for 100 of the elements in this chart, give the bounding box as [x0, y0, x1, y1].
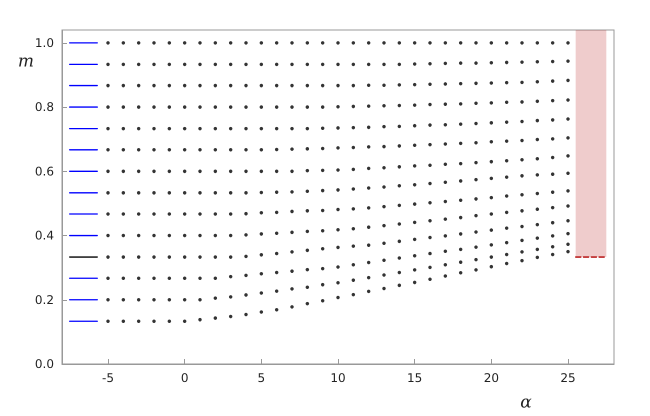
point [228, 105, 232, 109]
point [566, 219, 570, 223]
point [168, 62, 172, 66]
point [136, 41, 140, 45]
point [228, 274, 232, 278]
point [566, 189, 570, 193]
point [398, 184, 402, 188]
point [214, 296, 218, 300]
point [428, 163, 432, 167]
point [136, 234, 140, 238]
point [352, 278, 356, 282]
point [412, 144, 416, 148]
point [336, 281, 340, 284]
point [444, 162, 448, 166]
point [306, 126, 310, 130]
point [444, 200, 448, 204]
point [198, 276, 202, 280]
point [152, 298, 156, 302]
point [550, 41, 554, 45]
point [352, 168, 356, 172]
point [566, 154, 570, 158]
point [136, 148, 140, 152]
point [550, 234, 554, 238]
point [214, 41, 218, 45]
point [122, 105, 126, 109]
point [260, 272, 264, 276]
point [366, 41, 370, 45]
point [366, 83, 370, 87]
point [504, 120, 508, 124]
point [214, 191, 218, 195]
point [306, 248, 310, 252]
point [274, 105, 278, 109]
point [398, 104, 402, 108]
point [550, 60, 554, 64]
point [260, 62, 264, 66]
point [274, 170, 278, 174]
x-tick-label: 10 [330, 371, 346, 385]
point [366, 126, 370, 130]
point [182, 191, 186, 195]
point [398, 41, 402, 45]
point [136, 255, 140, 259]
point [366, 276, 370, 280]
point [490, 264, 494, 268]
point [428, 142, 432, 146]
point [320, 62, 324, 66]
point [182, 234, 186, 238]
point [260, 190, 264, 194]
point [490, 121, 494, 125]
point [168, 126, 172, 130]
point [490, 196, 494, 200]
point [428, 41, 432, 45]
point [398, 124, 402, 128]
point [106, 170, 110, 174]
point [168, 234, 172, 238]
point [412, 124, 416, 128]
point [536, 118, 540, 122]
point [474, 160, 478, 164]
x-tick-label: 5 [258, 371, 266, 385]
point [504, 41, 508, 45]
point [550, 252, 554, 256]
point [290, 62, 294, 66]
point [474, 245, 478, 249]
point [168, 320, 172, 324]
point [306, 41, 310, 45]
point [228, 170, 232, 174]
point [136, 320, 140, 324]
point [458, 82, 462, 86]
point [490, 212, 494, 216]
point [182, 148, 186, 152]
point [320, 188, 324, 192]
point [504, 158, 508, 162]
point [290, 41, 294, 45]
point [550, 220, 554, 224]
point [122, 170, 126, 174]
point [168, 105, 172, 109]
point [520, 209, 524, 213]
point [398, 222, 402, 226]
point [366, 166, 370, 170]
point [490, 176, 494, 180]
x-tick-label: 15 [407, 371, 422, 385]
point [474, 82, 478, 86]
point [136, 105, 140, 109]
point [536, 207, 540, 211]
point [428, 277, 432, 281]
point [520, 174, 524, 178]
point [412, 268, 416, 272]
point [382, 104, 386, 108]
point [198, 298, 202, 302]
point [122, 191, 126, 195]
point [504, 175, 508, 179]
point [214, 105, 218, 109]
point [320, 41, 324, 45]
point [152, 191, 156, 195]
point [412, 82, 416, 86]
point [536, 60, 540, 64]
point [382, 83, 386, 87]
point [168, 191, 172, 195]
point [306, 230, 310, 234]
point [320, 105, 324, 109]
point [306, 189, 310, 193]
